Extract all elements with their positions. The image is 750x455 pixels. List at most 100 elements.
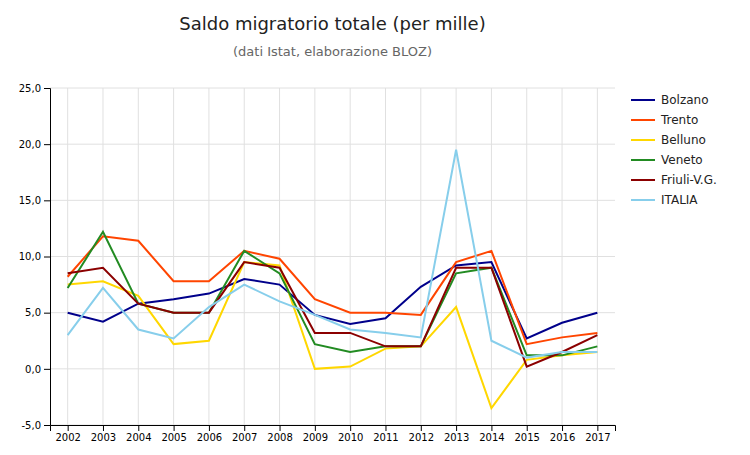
y-axis-tick-label: 0,0: [25, 364, 41, 375]
x-axis-tick-mark: [350, 425, 351, 431]
x-axis-tick-label: 2013: [444, 432, 469, 443]
x-axis-line: [51, 426, 616, 432]
x-axis-tick-mark: [209, 425, 210, 431]
x-axis-tick: 2011: [373, 425, 398, 443]
x-axis-tick-mark: [385, 425, 386, 431]
x-axis-tick-mark: [138, 425, 139, 431]
y-axis-tick: 15,0: [19, 195, 50, 206]
y-axis-tick-mark: [44, 200, 50, 201]
legend-swatch: [631, 99, 655, 101]
x-axis-tick: 2014: [479, 425, 504, 443]
legend: Bolzano Trento Belluno Veneto Friuli-V.G. ITA…: [631, 93, 717, 207]
y-axis-tick-label: 20,0: [19, 139, 41, 150]
y-axis-tick-mark: [44, 257, 50, 258]
x-axis-tick-label: 2017: [585, 432, 610, 443]
legend-label: Bolzano: [661, 93, 709, 107]
x-axis-tick-label: 2002: [55, 432, 80, 443]
x-axis-tick: 2004: [126, 425, 151, 443]
x-axis-tick-mark: [315, 425, 316, 431]
x-axis-tick-label: 2009: [303, 432, 328, 443]
legend-item: Veneto: [631, 153, 703, 167]
x-axis-tick-mark: [456, 425, 457, 431]
x-axis-tick: 2016: [550, 425, 575, 443]
y-axis-tick-label: 5,0: [25, 307, 41, 318]
legend-swatch: [631, 119, 655, 121]
x-axis-tick-mark: [174, 425, 175, 431]
y-axis-tick-mark: [44, 88, 50, 89]
legend-label: Belluno: [661, 133, 706, 147]
x-axis-tick: 2007: [232, 425, 257, 443]
x-axis-tick-label: 2016: [550, 432, 575, 443]
legend-item: Friuli-V.G.: [631, 173, 717, 187]
chart: Saldo migratorio totale (per mille) (dati…: [0, 0, 750, 455]
y-axis-line: [44, 89, 51, 426]
x-axis-tick-mark: [280, 425, 281, 431]
legend-item: ITALIA: [631, 193, 698, 207]
title: Saldo migratorio totale (per mille): [179, 13, 485, 34]
series-line: [68, 232, 598, 356]
y-axis-tick-mark: [44, 313, 50, 314]
y-axis-tick-label: -5,0: [21, 420, 41, 431]
y-axis-tick-mark: [44, 425, 50, 426]
grid-line-y: [50, 256, 615, 257]
x-axis: 2002 2003 2004 2005 2006 2007 2008 2009 2010 2011…: [51, 425, 616, 443]
x-axis-tick: 2015: [514, 425, 539, 443]
plot: 2002 2003 2004 2005 2006 2007 2008 2009 2010 2011…: [19, 83, 616, 443]
x-axis-tick-mark: [597, 425, 598, 431]
legend-label: Friuli-V.G.: [661, 173, 717, 187]
legend-item: Belluno: [631, 133, 706, 147]
x-axis-tick: 2006: [197, 425, 222, 443]
legend-label: Veneto: [661, 153, 703, 167]
lines: [68, 150, 598, 408]
x-axis-tick: 2010: [338, 425, 363, 443]
legend-label: Trento: [660, 113, 698, 127]
legend-swatch: [631, 159, 655, 161]
y-axis-tick-label: 15,0: [19, 195, 41, 206]
series-line: [68, 262, 598, 338]
legend-item: Trento: [631, 113, 698, 127]
x-axis-tick: 2012: [409, 425, 434, 443]
legend-swatch: [631, 199, 655, 201]
x-axis-tick-label: 2015: [514, 432, 539, 443]
grid-line-y: [50, 312, 615, 313]
grid-line-y: [50, 200, 615, 201]
y-axis-tick-label: 25,0: [19, 83, 41, 94]
x-axis-tick-label: 2007: [232, 432, 257, 443]
y-axis-tick: 25,0: [19, 83, 50, 94]
series-line: [68, 150, 598, 358]
y-axis-tick: 5,0: [25, 307, 50, 318]
x-axis-tick-label: 2004: [126, 432, 151, 443]
x-axis-tick-mark: [68, 425, 69, 431]
x-axis-tick: 2005: [161, 425, 186, 443]
x-axis-tick-mark: [491, 425, 492, 431]
x-axis-tick-label: 2005: [161, 432, 186, 443]
legend-swatch: [631, 179, 655, 181]
x-axis-tick-label: 2010: [338, 432, 363, 443]
x-axis-tick-label: 2006: [197, 432, 222, 443]
y-axis-tick-mark: [44, 369, 50, 370]
grid-line-y: [50, 88, 615, 89]
x-axis-tick-label: 2011: [373, 432, 398, 443]
x-axis-tick-mark: [421, 425, 422, 431]
x-axis-tick-label: 2008: [267, 432, 292, 443]
y-axis-tick-label: 10,0: [19, 251, 41, 262]
x-axis-tick: 2009: [303, 425, 328, 443]
y-axis-tick: 0,0: [25, 364, 50, 375]
y-axis-tick: 20,0: [19, 139, 50, 150]
x-axis-tick: 2013: [444, 425, 469, 443]
x-axis-tick-label: 2014: [479, 432, 504, 443]
y-axis-tick-mark: [44, 144, 50, 145]
grid-line-y: [50, 144, 615, 145]
x-axis-tick-label: 2012: [409, 432, 434, 443]
legend-label: ITALIA: [661, 193, 698, 207]
x-axis-tick: 2002: [55, 425, 80, 443]
y-axis-tick: 10,0: [19, 251, 50, 262]
x-axis-tick-label: 2003: [91, 432, 116, 443]
series-line: [68, 236, 598, 344]
x-axis-tick: 2008: [267, 425, 292, 443]
x-axis-tick-mark: [244, 425, 245, 431]
series-line: [68, 262, 598, 366]
y-axis-tick: -5,0: [21, 420, 50, 431]
subtitle: (dati Istat, elaborazione BLOZ): [233, 44, 432, 59]
y-axis: -5,0 0,0 5,0 10,0 15,0 20,0 25,0: [19, 83, 51, 431]
